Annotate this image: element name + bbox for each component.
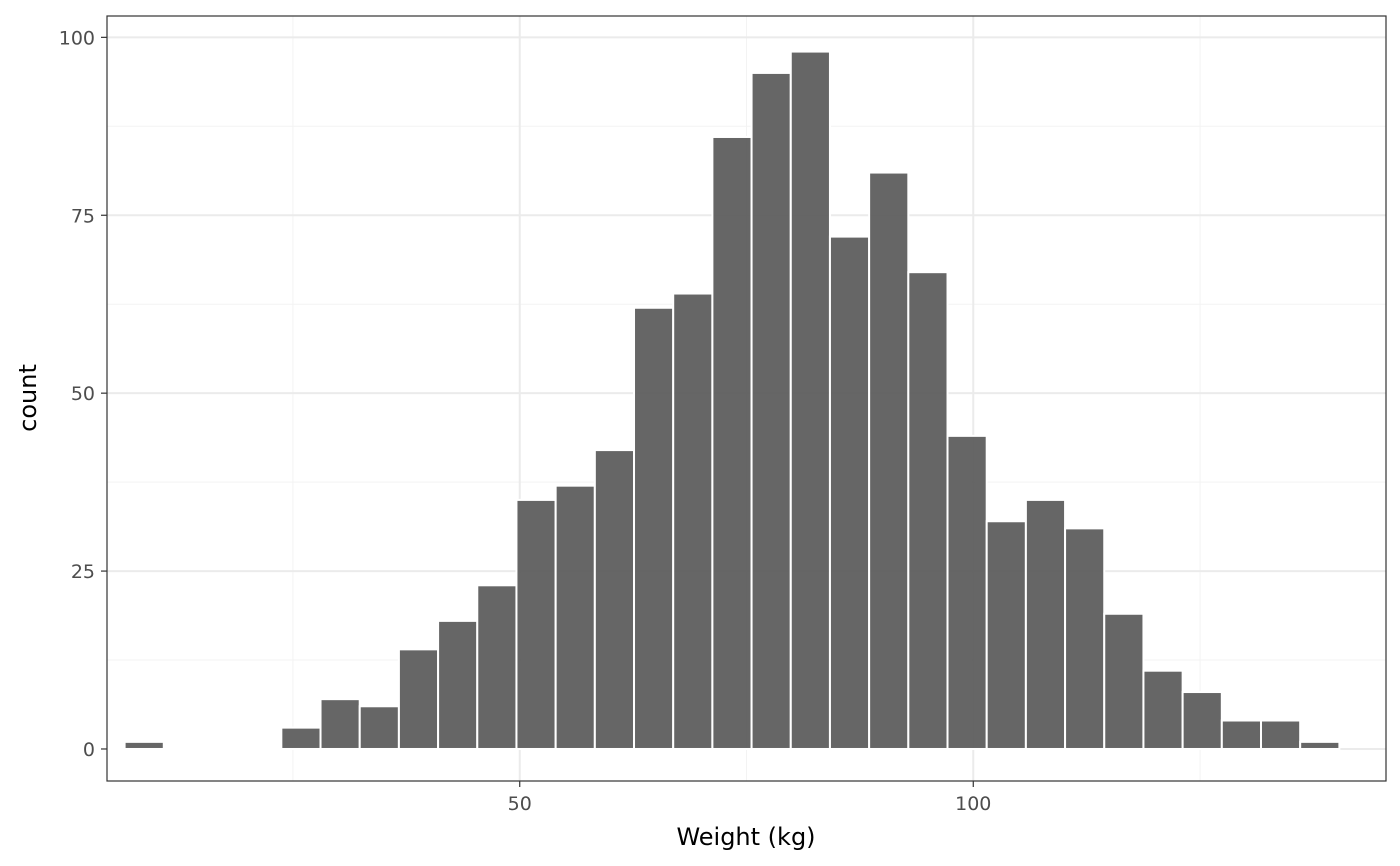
histogram-bar [1181,691,1223,750]
histogram-bar [437,619,479,750]
histogram-bar [750,71,792,750]
histogram-bar [319,698,361,750]
histogram-bar [672,292,714,750]
histogram-bar [515,498,557,750]
x-axis-title: Weight (kg) [676,823,815,851]
histogram-bar [554,484,596,750]
histogram-bar [711,135,753,750]
histogram-bar [1024,498,1067,750]
histogram-bar [946,434,988,750]
histogram-bar [1103,612,1145,750]
histogram-bar [633,306,675,750]
histogram-bar [1064,527,1106,750]
y-tick-label: 0 [83,739,95,761]
histogram-bar [476,584,518,750]
histogram-bar [868,171,910,750]
histogram-bar [280,726,322,750]
y-tick-label: 75 [71,205,95,227]
histogram-bar [358,705,400,750]
histogram-bar [985,520,1027,750]
y-tick-label: 50 [71,383,95,405]
histogram-bar [162,747,204,751]
histogram-bar [397,648,440,750]
histogram-bar [1220,719,1263,750]
histogram-bars [84,50,1341,751]
y-tick-label: 100 [59,27,95,49]
x-tick-label: 100 [955,793,991,815]
plot-panel-border [106,15,1387,782]
y-tick-label: 25 [71,561,95,583]
axis-ticks: 50 100 0 25 50 75 100 [59,27,992,815]
x-tick-label: 50 [508,793,532,815]
histogram-bar [907,271,949,750]
histogram-bar [1142,669,1184,750]
histogram-bar [123,740,165,750]
histogram-bar [1299,740,1341,750]
histogram-bar [241,747,283,751]
histogram-bar [593,449,636,750]
histogram-bar [1260,719,1302,750]
y-axis-title: count [14,364,42,432]
histogram-bar [789,50,831,750]
histogram-bar [201,747,244,751]
histogram-bar [828,235,871,750]
